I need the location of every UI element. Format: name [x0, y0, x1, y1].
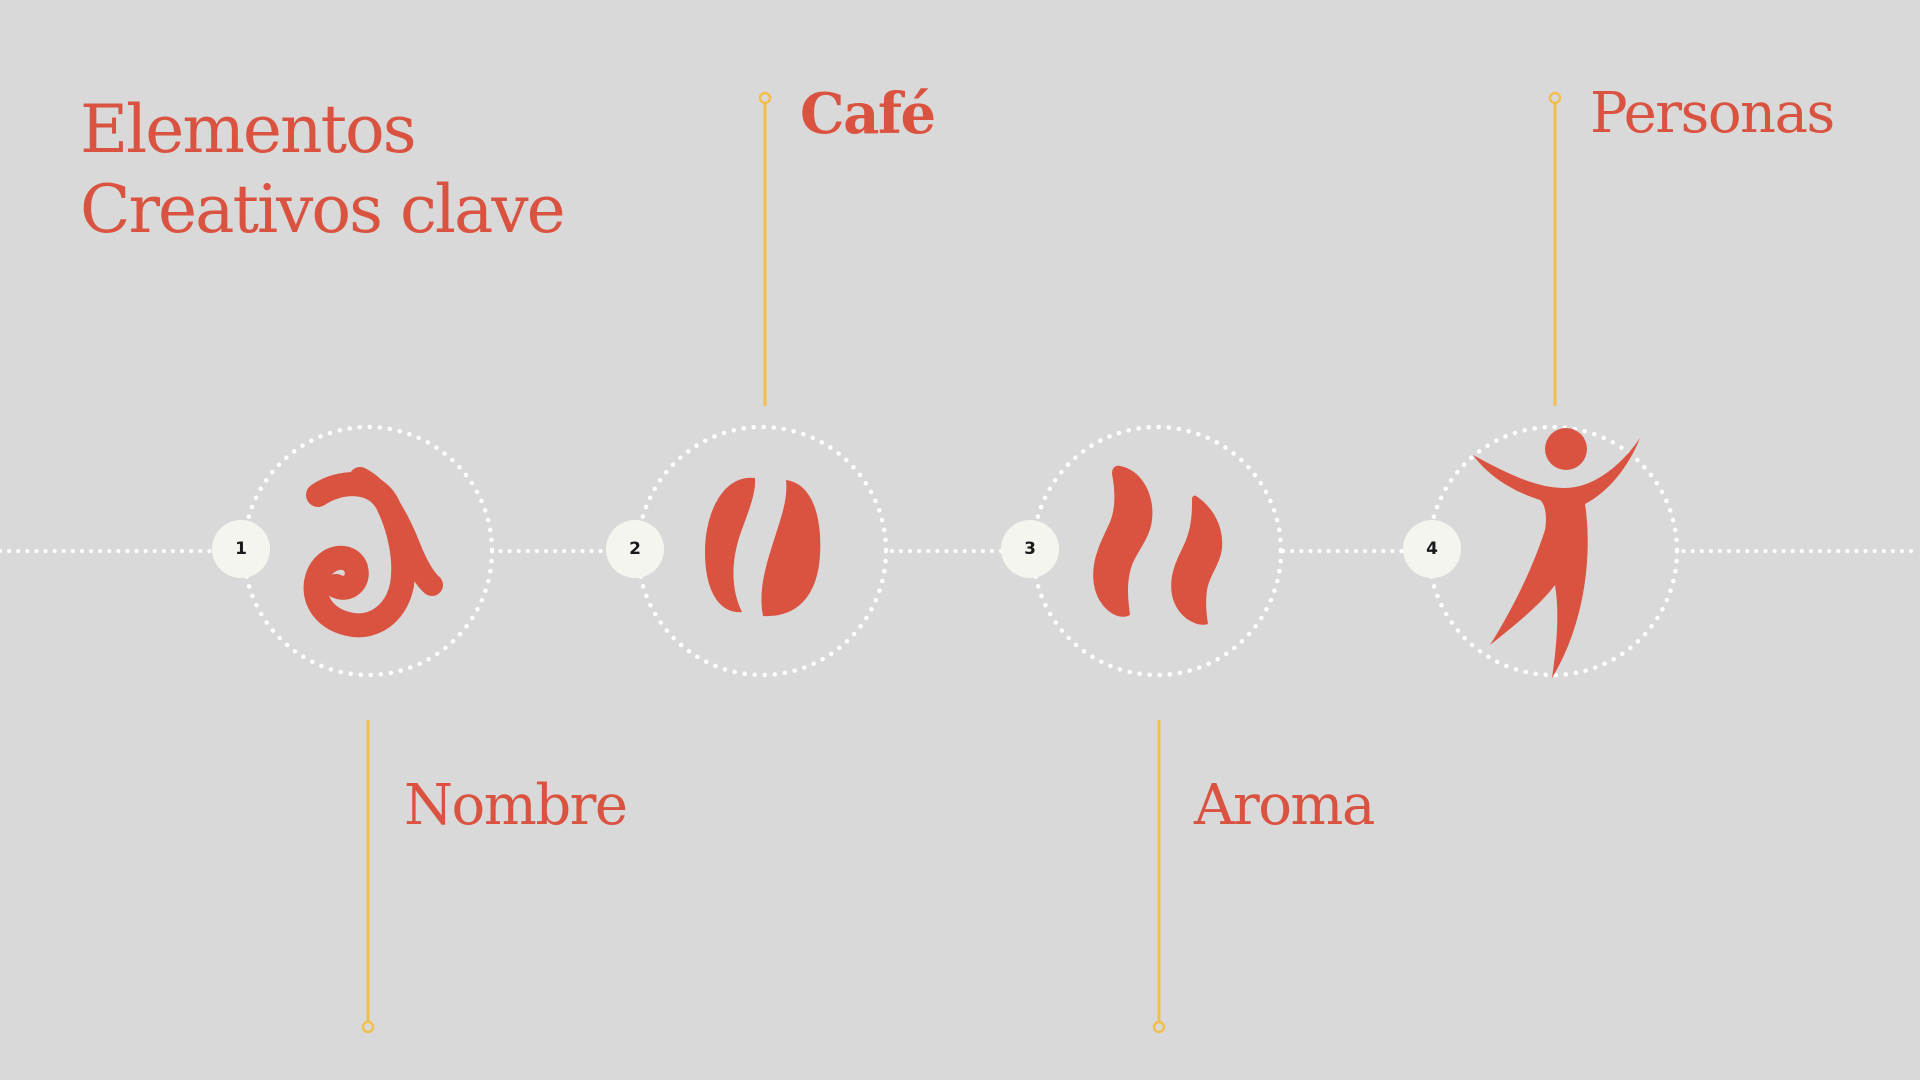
coffee-bean-icon: [705, 477, 821, 617]
slide-title-line-1: Elementos: [80, 91, 417, 168]
connector-1: [361, 720, 375, 1034]
element-label-cafe: Café: [800, 81, 936, 147]
aroma-steam-icon: [1093, 465, 1223, 625]
slide-title: Elementos Creativos clave: [80, 90, 566, 250]
slide-title-line-2: Creativos clave: [80, 171, 566, 248]
letter-a-icon: [303, 467, 443, 638]
number-badge-3: 3: [1001, 520, 1059, 578]
node-ring-2: [635, 424, 889, 678]
number-badge-1-text: 1: [235, 539, 247, 559]
number-badge-3-text: 3: [1024, 539, 1036, 559]
number-badge-1: 1: [212, 520, 270, 578]
number-badge-2: 2: [606, 520, 664, 578]
element-label-personas: Personas: [1590, 81, 1835, 146]
element-label-nombre: Nombre: [404, 773, 628, 838]
person-icon: [1473, 428, 1640, 678]
connector-3: [1152, 720, 1166, 1034]
number-badge-2-text: 2: [629, 539, 641, 559]
connector-2: [758, 91, 772, 406]
number-badge-4-text: 4: [1426, 539, 1438, 559]
node-ring-1: [241, 424, 495, 678]
node-ring-3: [1030, 424, 1284, 678]
connector-4: [1548, 91, 1562, 406]
element-label-aroma: Aroma: [1194, 773, 1375, 838]
number-badge-4: 4: [1403, 520, 1461, 578]
